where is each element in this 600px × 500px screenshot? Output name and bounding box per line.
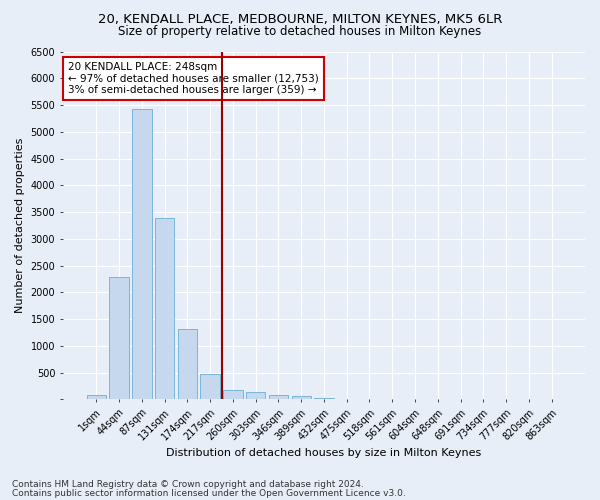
Bar <box>223 390 242 400</box>
Bar <box>86 396 106 400</box>
Text: 20 KENDALL PLACE: 248sqm
← 97% of detached houses are smaller (12,753)
3% of sem: 20 KENDALL PLACE: 248sqm ← 97% of detach… <box>68 62 319 95</box>
Bar <box>109 278 129 400</box>
Bar <box>178 329 197 400</box>
Bar <box>132 110 152 400</box>
Text: 20, KENDALL PLACE, MEDBOURNE, MILTON KEYNES, MK5 6LR: 20, KENDALL PLACE, MEDBOURNE, MILTON KEY… <box>98 12 502 26</box>
Bar <box>200 374 220 400</box>
Bar <box>155 218 175 400</box>
Bar <box>292 396 311 400</box>
Text: Size of property relative to detached houses in Milton Keynes: Size of property relative to detached ho… <box>118 25 482 38</box>
Y-axis label: Number of detached properties: Number of detached properties <box>15 138 25 313</box>
Bar <box>246 392 265 400</box>
Text: Contains public sector information licensed under the Open Government Licence v3: Contains public sector information licen… <box>12 488 406 498</box>
Text: Contains HM Land Registry data © Crown copyright and database right 2024.: Contains HM Land Registry data © Crown c… <box>12 480 364 489</box>
Bar <box>269 396 288 400</box>
Bar <box>314 398 334 400</box>
X-axis label: Distribution of detached houses by size in Milton Keynes: Distribution of detached houses by size … <box>166 448 482 458</box>
